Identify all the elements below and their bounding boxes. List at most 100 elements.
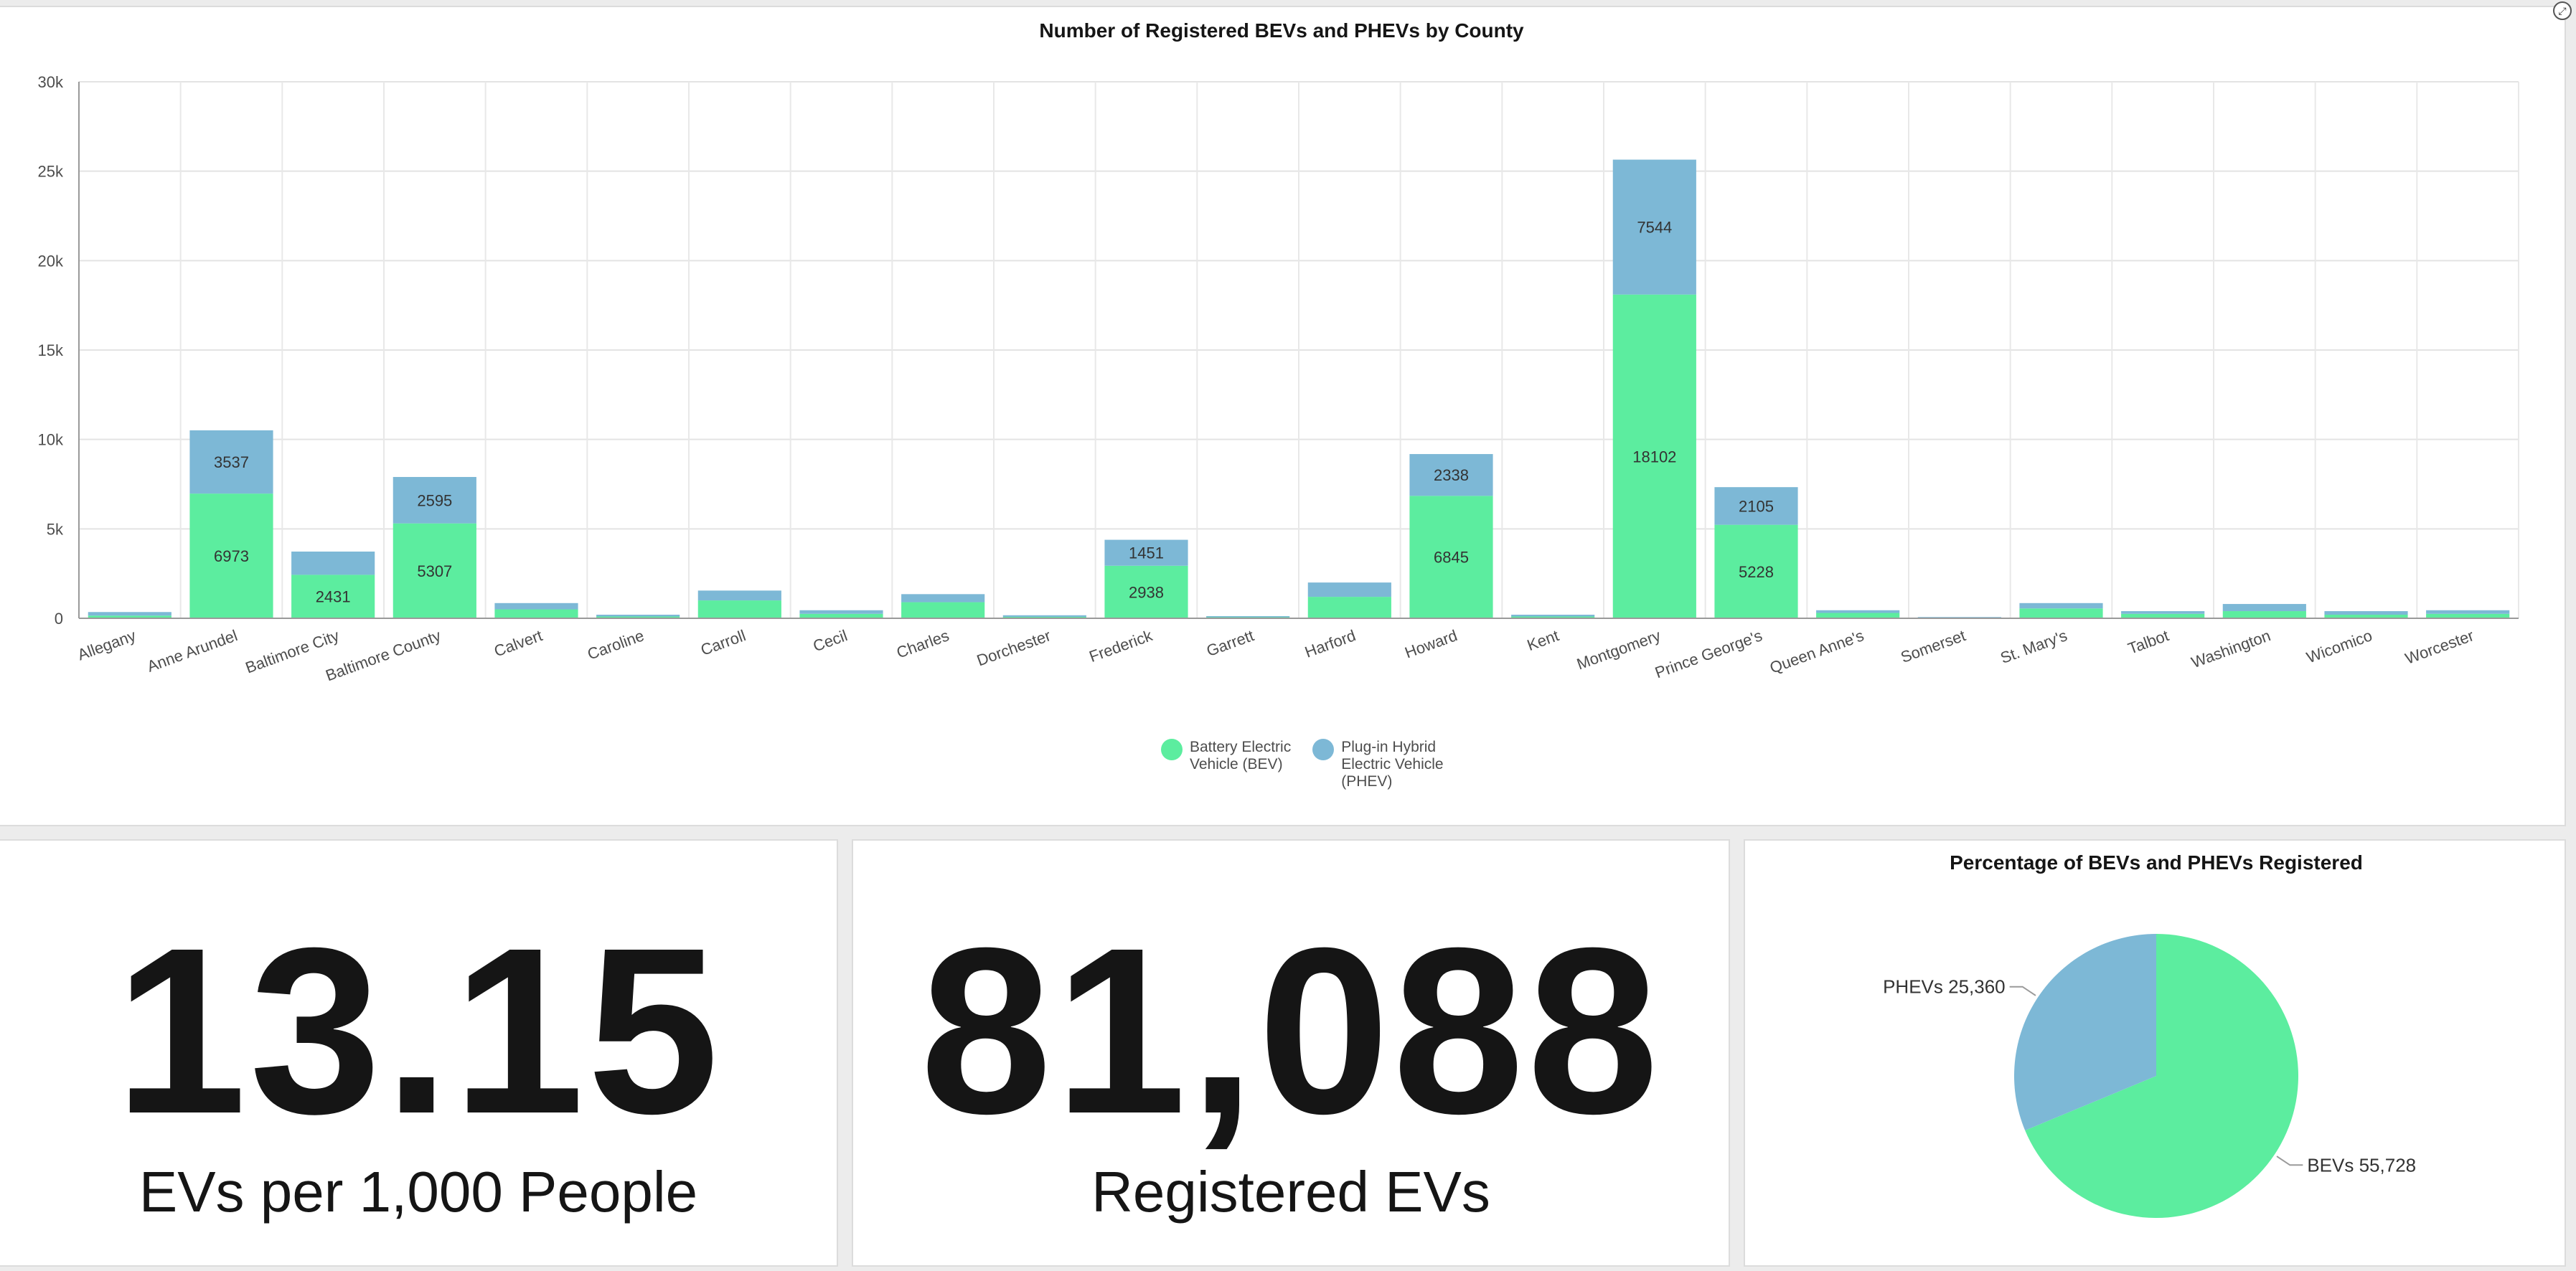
chart-legend: Battery Electric Vehicle (BEV) Plug-in H… [1161,739,1444,790]
data-label-phev-anne-arundel: 3537 [214,453,249,471]
data-label-phev-prince-george-s: 2105 [1739,497,1774,515]
kpi-evs-per-1000-value: 13.15 [115,898,722,1163]
bar-phev-caroline[interactable] [596,615,680,617]
kpi-evs-per-1000-panel: 13.15 EVs per 1,000 People [0,839,838,1267]
data-label-bev-howard: 6845 [1434,549,1469,567]
bar-bev-cecil[interactable] [799,613,883,618]
pie-leader-bevs [2276,1156,2303,1166]
bar-phev-kent[interactable] [1511,615,1595,617]
bar-phev-garrett[interactable] [1206,616,1290,618]
collapse-icon[interactable]: ⤢ [2553,1,2572,20]
bar-phev-carroll[interactable] [697,590,781,601]
x-tick-label-somerset: Somerset [1899,626,1968,666]
data-label-bev-baltimore-city: 2431 [316,588,351,606]
bar-bev-harford[interactable] [1307,597,1391,618]
bar-phev-wicomico[interactable] [2324,611,2408,615]
bar-phev-washington[interactable] [2222,604,2306,612]
x-tick-label-anne-arundel: Anne Arundel [145,626,240,676]
bar-chart: Number of Registered BEVs and PHEVs by C… [38,19,2519,684]
pie-label-bevs: BEVs 55,728 [2307,1154,2416,1176]
bar-phev-charles[interactable] [901,594,985,603]
bar-bev-kent[interactable] [1511,616,1595,618]
x-tick-label-st-mary-s: St. Mary's [1998,626,2069,667]
x-tick-label-allegany: Allegany [75,626,138,663]
y-tick-label: 20k [38,252,64,270]
bar-phev-somerset[interactable] [1917,617,2001,618]
bar-bev-talbot[interactable] [2121,613,2205,618]
bar-chart-panel: Number of Registered BEVs and PHEVs by C… [0,6,2566,826]
bar-phev-talbot[interactable] [2121,611,2205,614]
data-label-bev-anne-arundel: 6973 [214,547,249,565]
x-tick-label-calvert: Calvert [492,626,545,660]
bar-bev-baltimore-city[interactable] [291,575,375,618]
data-label-phev-howard: 2338 [1434,466,1469,484]
pie-leader-phevs [2009,986,2036,996]
pie-chart-title: Percentage of BEVs and PHEVs Registered [1950,851,2363,874]
x-tick-label-prince-george-s: Prince George's [1653,626,1764,681]
bar-bev-worcester[interactable] [2426,613,2510,618]
bar-phev-harford[interactable] [1307,582,1391,597]
kpi-registered-evs-value: 81,088 [920,898,1662,1163]
bar-phev-st-mary-s[interactable] [2019,603,2103,609]
y-tick-label: 5k [47,520,64,538]
bar-bev-calvert[interactable] [494,609,578,618]
bar-bev-anne-arundel[interactable] [189,493,273,618]
bar-phev-allegany[interactable] [88,612,171,616]
x-tick-label-cecil: Cecil [811,626,850,655]
pie-slice-phevs[interactable] [2014,934,2156,1131]
pie-label-phevs: PHEVs 25,360 [1883,976,2006,998]
legend-swatch-phev [1312,739,1335,760]
legend-item-bev[interactable]: Battery Electric Vehicle (BEV) [1161,739,1291,790]
bar-phev-anne-arundel[interactable] [189,430,273,494]
x-tick-label-charles: Charles [894,626,951,661]
x-tick-label-baltimore-county: Baltimore County [323,626,443,684]
x-tick-label-talbot: Talbot [2125,626,2171,658]
bar-phev-baltimore-county[interactable] [392,476,476,524]
bar-bev-prince-george-s[interactable] [1714,524,1798,618]
y-tick-label: 25k [38,163,64,181]
data-label-phev-montgomery: 7544 [1637,219,1672,237]
x-tick-label-washington: Washington [2189,626,2273,671]
y-tick-label: 30k [38,73,64,91]
y-tick-label: 15k [38,341,64,359]
bar-bev-baltimore-county[interactable] [392,523,476,618]
bar-bev-montgomery[interactable] [1612,294,1696,618]
data-label-bev-montgomery: 18102 [1632,448,1676,466]
bar-phev-howard[interactable] [1409,454,1493,496]
bar-bev-charles[interactable] [901,602,985,618]
bar-bev-washington[interactable] [2222,611,2306,618]
legend-swatch-bev [1161,739,1183,760]
x-tick-label-montgomery: Montgomery [1574,626,1663,673]
bar-phev-prince-george-s[interactable] [1714,487,1798,525]
x-tick-label-wicomico: Wicomico [2304,626,2374,666]
bar-phev-baltimore-city[interactable] [291,551,375,575]
bar-phev-montgomery[interactable] [1612,159,1696,295]
bar-bev-wicomico[interactable] [2324,615,2408,618]
pie-slice-bevs[interactable] [2025,934,2298,1218]
pie-chart-panel: Percentage of BEVs and PHEVs Registered … [1744,839,2566,1267]
bar-bev-carroll[interactable] [697,600,781,618]
bar-phev-frederick[interactable] [1104,539,1188,566]
bar-phev-dorchester[interactable] [1002,615,1086,618]
bar-bev-caroline[interactable] [596,616,680,618]
bar-bev-howard[interactable] [1409,496,1493,618]
x-tick-label-worcester: Worcester [2403,626,2476,668]
bar-phev-calvert[interactable] [494,603,578,610]
bar-phev-queen-anne-s[interactable] [1816,610,1900,613]
legend-text-bev: Battery Electric Vehicle (BEV) [1190,739,1292,772]
bar-phev-cecil[interactable] [799,610,883,614]
legend-item-phev[interactable]: Plug-in Hybrid Electric Vehicle (PHEV) [1312,739,1444,790]
bar-bev-st-mary-s[interactable] [2019,608,2103,618]
data-label-bev-prince-george-s: 5228 [1739,563,1774,581]
x-tick-label-carroll: Carroll [698,626,748,659]
data-label-phev-frederick: 1451 [1129,544,1164,562]
bar-phev-worcester[interactable] [2426,610,2510,614]
bar-bev-queen-anne-s[interactable] [1816,613,1900,618]
data-label-bev-frederick: 2938 [1129,583,1164,601]
x-tick-label-kent: Kent [1525,626,1561,654]
bar-bev-frederick[interactable] [1104,565,1188,618]
kpi-registered-evs-panel: 81,088 Registered EVs [852,839,1730,1267]
bar-bev-allegany[interactable] [88,615,171,618]
x-tick-label-howard: Howard [1402,626,1459,661]
bar-chart-title: Number of Registered BEVs and PHEVs by C… [1039,19,1524,42]
